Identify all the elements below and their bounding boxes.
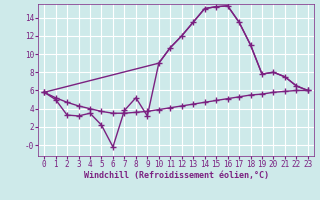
X-axis label: Windchill (Refroidissement éolien,°C): Windchill (Refroidissement éolien,°C) [84, 171, 268, 180]
